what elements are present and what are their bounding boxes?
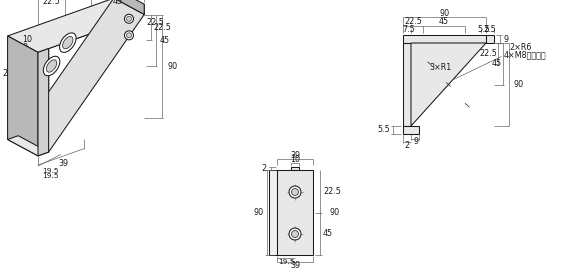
Text: 39: 39 bbox=[58, 159, 68, 168]
Text: 39: 39 bbox=[290, 150, 300, 160]
Text: 90: 90 bbox=[329, 208, 339, 217]
Ellipse shape bbox=[59, 33, 76, 52]
Polygon shape bbox=[114, 0, 144, 15]
Polygon shape bbox=[411, 43, 486, 126]
Polygon shape bbox=[277, 170, 313, 255]
Text: 4×M8ザグリ穴: 4×M8ザグリ穴 bbox=[504, 50, 546, 59]
Text: 45: 45 bbox=[323, 230, 333, 239]
Polygon shape bbox=[8, 0, 144, 52]
Text: 90: 90 bbox=[254, 208, 264, 217]
Text: 2: 2 bbox=[262, 164, 267, 173]
Text: 22.5: 22.5 bbox=[323, 187, 341, 196]
Circle shape bbox=[126, 33, 132, 38]
Text: 45: 45 bbox=[492, 59, 502, 68]
Text: 10: 10 bbox=[22, 35, 32, 44]
Text: 45: 45 bbox=[113, 0, 123, 6]
Text: 22.5: 22.5 bbox=[153, 23, 171, 32]
Polygon shape bbox=[269, 170, 277, 255]
Text: 22.5: 22.5 bbox=[42, 0, 60, 6]
Circle shape bbox=[291, 230, 298, 237]
Text: 2×R6: 2×R6 bbox=[509, 42, 531, 52]
Polygon shape bbox=[403, 35, 486, 43]
Text: 10: 10 bbox=[290, 155, 300, 163]
Polygon shape bbox=[8, 36, 38, 156]
Polygon shape bbox=[38, 4, 144, 52]
Text: 45: 45 bbox=[439, 18, 449, 27]
Polygon shape bbox=[403, 126, 419, 134]
Text: 22.5: 22.5 bbox=[146, 18, 164, 27]
Text: 2.5: 2.5 bbox=[484, 25, 496, 35]
Polygon shape bbox=[403, 43, 411, 126]
Text: 39: 39 bbox=[290, 261, 300, 271]
Text: 90: 90 bbox=[440, 8, 449, 18]
Circle shape bbox=[289, 186, 301, 198]
Circle shape bbox=[126, 16, 132, 21]
Ellipse shape bbox=[43, 56, 60, 76]
Text: 22.5: 22.5 bbox=[404, 18, 422, 27]
Ellipse shape bbox=[63, 37, 73, 49]
Text: 9: 9 bbox=[23, 43, 28, 52]
Text: 9: 9 bbox=[504, 35, 509, 44]
Polygon shape bbox=[8, 136, 48, 156]
Polygon shape bbox=[18, 0, 144, 152]
Polygon shape bbox=[291, 167, 299, 170]
Text: 19.5: 19.5 bbox=[42, 173, 59, 179]
Text: 90: 90 bbox=[167, 62, 177, 71]
Circle shape bbox=[289, 228, 301, 240]
Text: 45: 45 bbox=[159, 36, 169, 45]
Text: 19.5: 19.5 bbox=[42, 168, 59, 174]
Circle shape bbox=[125, 14, 133, 23]
Text: 5.5: 5.5 bbox=[477, 25, 490, 35]
Text: 22.5: 22.5 bbox=[479, 49, 497, 58]
Text: 90: 90 bbox=[513, 80, 523, 89]
Text: 2: 2 bbox=[404, 141, 410, 150]
Polygon shape bbox=[486, 35, 494, 43]
Text: 9: 9 bbox=[414, 138, 418, 146]
Text: 3×R1: 3×R1 bbox=[430, 64, 452, 73]
Ellipse shape bbox=[46, 60, 57, 72]
Circle shape bbox=[125, 31, 133, 40]
Polygon shape bbox=[38, 49, 48, 156]
Text: 19.5: 19.5 bbox=[278, 259, 294, 265]
Circle shape bbox=[291, 189, 298, 196]
Text: 7.5: 7.5 bbox=[403, 25, 415, 35]
Text: 5.5: 5.5 bbox=[377, 126, 390, 134]
Text: 2×M8ザグリ穴: 2×M8ザグリ穴 bbox=[2, 69, 45, 78]
